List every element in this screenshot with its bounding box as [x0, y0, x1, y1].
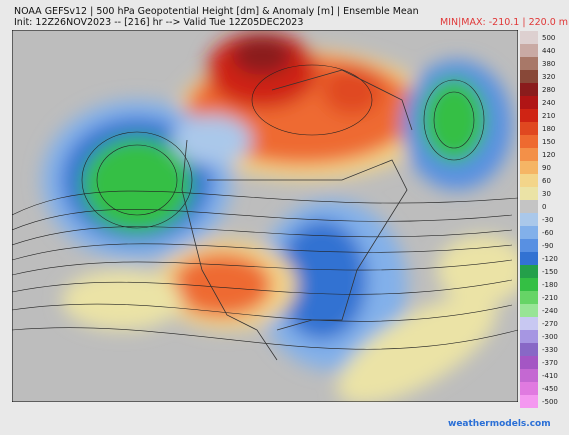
colorbar-label: -60	[542, 228, 554, 237]
colorbar-swatch	[520, 330, 538, 344]
colorbar-label: -300	[542, 332, 558, 341]
colorbar-label: 120	[542, 150, 556, 159]
colorbar-swatch	[520, 161, 538, 175]
colorbar-label: -150	[542, 267, 558, 276]
colorbar-label: 180	[542, 124, 556, 133]
colorbar-swatch	[520, 148, 538, 162]
colorbar-label: -370	[542, 358, 558, 367]
colorbar-label: -450	[542, 384, 558, 393]
colorbar-label: 0	[542, 202, 547, 211]
colorbar	[520, 31, 538, 408]
colorbar-label: -240	[542, 306, 558, 315]
colorbar-swatch	[520, 70, 538, 84]
colorbar-swatch	[520, 356, 538, 370]
colorbar-swatch	[520, 239, 538, 253]
colorbar-label: -90	[542, 241, 554, 250]
colorbar-label: 150	[542, 137, 556, 146]
colorbar-swatch	[520, 265, 538, 279]
colorbar-swatch	[520, 304, 538, 318]
colorbar-swatch	[520, 83, 538, 97]
colorbar-label: -330	[542, 345, 558, 354]
colorbar-label: -30	[542, 215, 554, 224]
colorbar-label: 240	[542, 98, 556, 107]
colorbar-label: 440	[542, 46, 556, 55]
colorbar-swatch	[520, 96, 538, 110]
colorbar-label: -210	[542, 293, 558, 302]
watermark: weathermodels.com	[448, 419, 551, 429]
colorbar-swatch	[520, 200, 538, 214]
colorbar-label: -270	[542, 319, 558, 328]
colorbar-swatch	[520, 291, 538, 305]
colorbar-swatch	[520, 317, 538, 331]
colorbar-label: 30	[542, 189, 551, 198]
colorbar-swatch	[520, 382, 538, 396]
colorbar-label: -410	[542, 371, 558, 380]
colorbar-swatch	[520, 135, 538, 149]
colorbar-label: 320	[542, 72, 556, 81]
colorbar-swatch	[520, 278, 538, 292]
title-line: NOAA GEFSv12 | 500 hPa Geopotential Heig…	[14, 6, 419, 17]
colorbar-swatch	[520, 174, 538, 188]
colorbar-label: 210	[542, 111, 556, 120]
colorbar-swatch	[520, 395, 538, 408]
colorbar-label: 90	[542, 163, 551, 172]
colorbar-swatch	[520, 252, 538, 266]
colorbar-swatch	[520, 122, 538, 136]
colorbar-swatch	[520, 57, 538, 71]
title-line: Init: 12Z26NOV2023 -- [216] hr --> Valid…	[14, 17, 304, 28]
colorbar-label: -180	[542, 280, 558, 289]
min-max: MIN|MAX: -210.1 | 220.0 m	[440, 17, 569, 28]
colorbar-swatch	[520, 187, 538, 201]
map	[12, 30, 518, 402]
colorbar-swatch	[520, 213, 538, 227]
colorbar-swatch	[520, 343, 538, 357]
colorbar-swatch	[520, 31, 538, 45]
colorbar-label: 500	[542, 33, 556, 42]
colorbar-swatch	[520, 44, 538, 58]
colorbar-label: 60	[542, 176, 551, 185]
colorbar-label: -500	[542, 397, 558, 406]
colorbar-swatch	[520, 109, 538, 123]
colorbar-swatch	[520, 369, 538, 383]
colorbar-label: 280	[542, 85, 556, 94]
colorbar-label: 380	[542, 59, 556, 68]
colorbar-swatch	[520, 226, 538, 240]
colorbar-label: -120	[542, 254, 558, 263]
